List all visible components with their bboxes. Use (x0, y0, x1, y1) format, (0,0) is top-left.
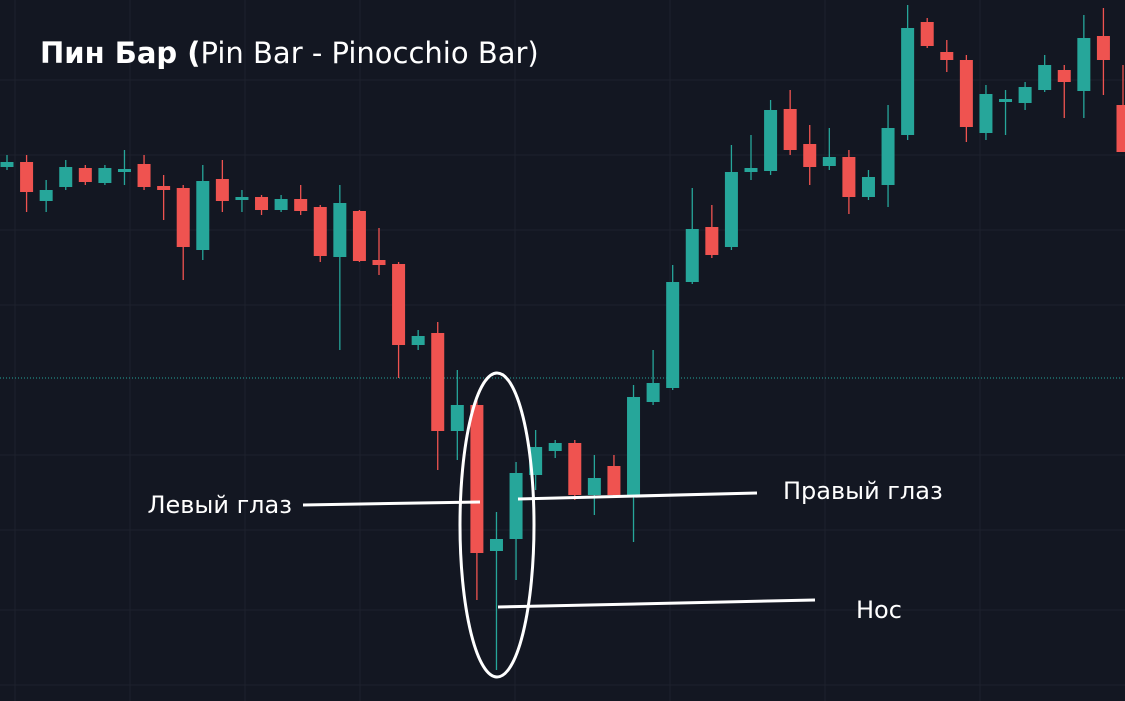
candle-body (705, 227, 719, 255)
candle-body (627, 397, 641, 495)
annotation: Левый глаз (147, 491, 292, 519)
title-bold: Пин Бар ( (40, 36, 201, 70)
candle-body (764, 110, 778, 171)
annotation: Нос (856, 596, 902, 624)
candle-body (255, 197, 269, 210)
candle-body (724, 172, 738, 247)
candle-body (78, 168, 92, 182)
candle-body (842, 157, 856, 197)
candle-body (372, 260, 386, 265)
candle-body (98, 168, 112, 183)
candle-body (666, 282, 680, 388)
candle-body (979, 94, 993, 133)
candle-body (1057, 70, 1071, 82)
candle-body (959, 60, 973, 127)
candle-body (685, 229, 699, 282)
candle-body (411, 336, 425, 345)
candle-body (548, 443, 562, 451)
chart-title: Пин Бар (Pin Bar - Pinocchio Bar) (40, 36, 539, 70)
candle-body (1096, 36, 1110, 60)
candle-body (450, 405, 464, 431)
candle-body (489, 539, 503, 551)
candle-body (392, 264, 406, 345)
candle-body (1018, 87, 1032, 103)
candle-body (235, 197, 249, 200)
candle-body (568, 443, 582, 495)
candle-body (196, 181, 210, 250)
candle-body (352, 211, 366, 261)
candle-body (470, 405, 484, 553)
candle-body (157, 186, 171, 190)
candle-body (646, 383, 660, 402)
candle-body (822, 157, 836, 166)
candle-body (59, 167, 73, 187)
candle-body (881, 128, 895, 185)
candle-body (803, 144, 817, 167)
candle-body (901, 28, 915, 135)
candle-body (0, 162, 14, 167)
candle-body (940, 52, 954, 60)
candle-body (607, 466, 621, 495)
candle-body (333, 203, 347, 257)
candle-body (1038, 65, 1052, 90)
candle-body (509, 473, 523, 539)
pointer-line (497, 598, 816, 609)
candle-body (1116, 105, 1125, 152)
candle-body (274, 199, 288, 210)
candle-body (176, 188, 190, 247)
candle-body (215, 179, 229, 201)
candle-body (920, 22, 934, 46)
candle-body (861, 177, 875, 197)
candle-body (999, 99, 1013, 102)
candle-body (587, 478, 601, 495)
pointer-line (517, 491, 758, 501)
candle-body (313, 207, 327, 256)
candle-body (294, 199, 308, 211)
candle-body (20, 162, 34, 192)
candle-body (431, 333, 445, 431)
candles (0, 5, 1125, 670)
candle-body (1077, 38, 1091, 91)
candle-body (117, 169, 131, 172)
candle-body (744, 168, 758, 172)
title-rest: Pin Bar - Pinocchio Bar) (201, 36, 539, 70)
pin-bar-outline (458, 371, 536, 679)
pointer-line (302, 500, 481, 507)
candle-body (137, 164, 151, 187)
candle-body (39, 190, 53, 201)
annotation: Правый глаз (783, 477, 943, 505)
candle-body (783, 109, 797, 150)
